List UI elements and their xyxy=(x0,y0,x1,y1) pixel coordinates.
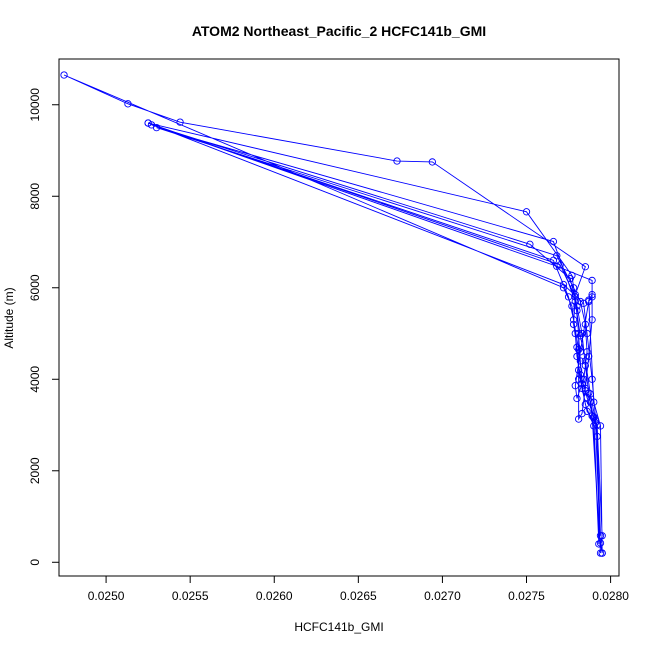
data-point xyxy=(585,296,593,304)
data-point xyxy=(588,276,596,285)
data-point xyxy=(576,348,584,356)
data-point xyxy=(566,274,574,283)
data-point xyxy=(593,432,601,441)
data-point xyxy=(573,394,581,403)
x-tick-label: 0.0260 xyxy=(256,589,293,603)
data-point xyxy=(571,290,579,299)
data-point xyxy=(144,119,152,127)
data-point xyxy=(590,413,598,421)
data-point xyxy=(553,252,561,260)
data-point xyxy=(428,158,436,166)
plot-frame xyxy=(58,58,620,577)
y-tick-label: 4000 xyxy=(28,366,42,393)
data-point xyxy=(571,382,579,390)
x-tick-label: 0.0265 xyxy=(340,589,377,603)
data-point xyxy=(559,280,568,289)
data-point xyxy=(578,409,586,418)
data-point xyxy=(574,345,583,354)
data-point xyxy=(596,532,605,540)
data-point xyxy=(581,384,590,393)
x-tick-label: 0.0280 xyxy=(592,589,629,603)
data-point xyxy=(571,297,579,306)
data-point xyxy=(576,357,584,365)
data-point xyxy=(526,240,534,248)
data-point xyxy=(574,415,583,423)
x-tick-label: 0.0250 xyxy=(88,589,125,603)
data-point xyxy=(549,237,558,246)
x-tick-label: 0.0275 xyxy=(508,589,545,603)
data-point xyxy=(556,261,564,269)
data-point xyxy=(581,361,590,370)
data-point xyxy=(124,100,132,108)
data-point xyxy=(596,422,605,430)
data-point xyxy=(590,398,598,406)
x-tick-label: 0.0270 xyxy=(424,589,461,603)
y-tick-label: 10000 xyxy=(28,88,42,122)
series-line xyxy=(63,74,603,554)
data-point xyxy=(581,263,590,271)
series-layer xyxy=(60,71,606,557)
data-point xyxy=(583,329,591,338)
data-point xyxy=(578,329,586,338)
data-point xyxy=(553,262,561,270)
data-point xyxy=(581,400,590,409)
y-tick-label: 0 xyxy=(28,559,42,566)
data-point xyxy=(574,375,583,383)
data-point xyxy=(588,316,596,324)
y-axis-label: Altitude (m) xyxy=(2,287,16,348)
data-point xyxy=(152,123,161,132)
x-axis: 0.0250 0.0255 0.0260 0.0265 0.0270 0.0275 0.02… xyxy=(88,575,629,603)
data-point xyxy=(176,118,184,126)
data-point xyxy=(559,284,568,292)
data-point xyxy=(576,332,584,340)
data-point xyxy=(569,320,578,329)
data-point xyxy=(595,540,603,548)
data-point xyxy=(571,293,579,301)
data-point xyxy=(591,416,600,425)
data-point xyxy=(574,329,583,338)
data-point xyxy=(585,352,593,361)
y-tick-label: 6000 xyxy=(28,274,42,301)
data-point xyxy=(586,390,595,398)
data-point xyxy=(393,157,401,165)
data-point xyxy=(574,366,583,374)
data-point xyxy=(573,306,581,315)
data-point xyxy=(588,290,596,299)
y-tick-label: 8000 xyxy=(28,183,42,210)
x-axis-label: HCFC141b_GMI xyxy=(294,620,383,634)
data-point xyxy=(593,421,601,429)
chart-title: ATOM2 Northeast_Pacific_2 HCFC141b_GMI xyxy=(192,23,486,39)
data-point xyxy=(581,320,590,329)
data-point xyxy=(588,375,596,383)
y-tick-label: 2000 xyxy=(28,457,42,484)
data-point xyxy=(596,539,605,547)
data-point xyxy=(522,208,531,216)
y-axis: 0 2000 4000 6000 8000 10000 xyxy=(28,88,60,566)
data-point xyxy=(569,284,578,292)
data-point xyxy=(569,316,578,324)
data-point xyxy=(580,375,588,383)
data-point xyxy=(576,297,584,306)
data-point xyxy=(598,549,606,557)
data-point xyxy=(578,384,586,393)
x-tick-label: 0.0255 xyxy=(172,589,209,603)
data-point xyxy=(60,71,68,79)
